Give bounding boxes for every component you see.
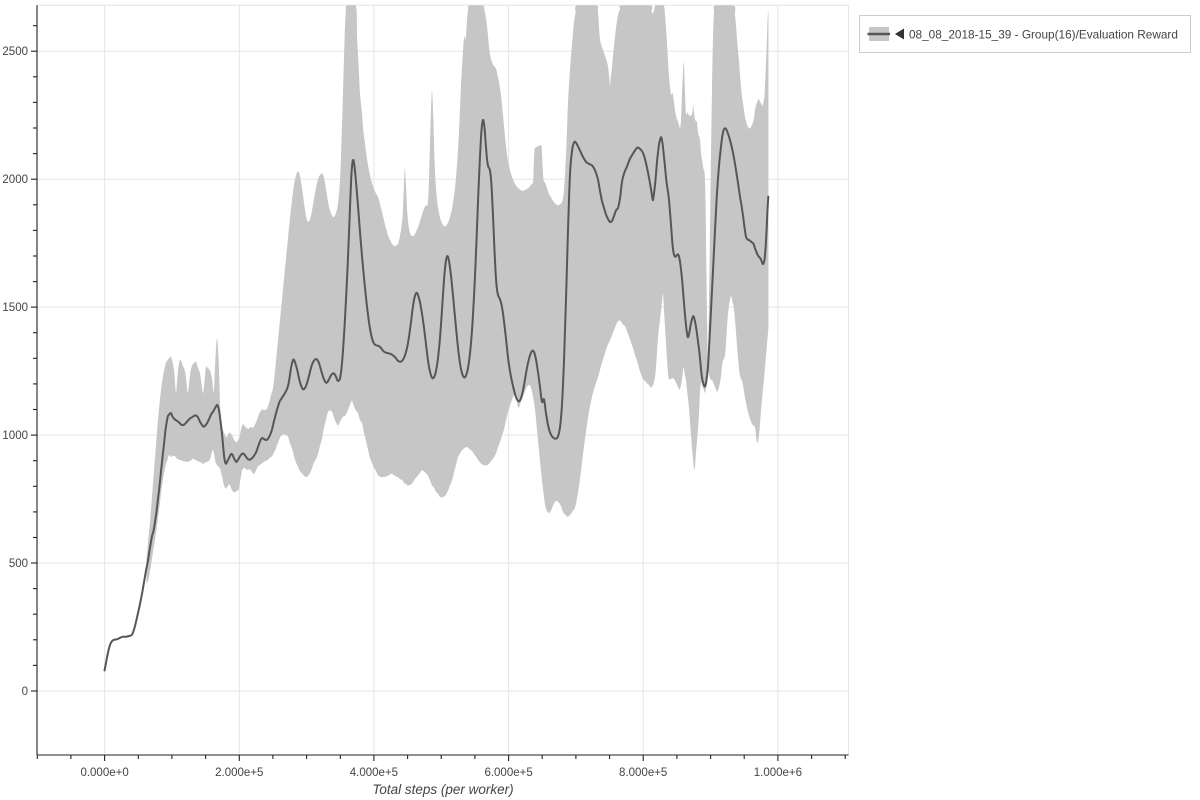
svg-text:6.000e+5: 6.000e+5 bbox=[484, 767, 532, 779]
svg-text:0: 0 bbox=[22, 686, 28, 698]
svg-text:2.000e+5: 2.000e+5 bbox=[215, 767, 263, 779]
svg-text:1000: 1000 bbox=[2, 430, 28, 442]
svg-text:Total steps (per worker): Total steps (per worker) bbox=[372, 782, 513, 797]
svg-text:4.000e+5: 4.000e+5 bbox=[350, 767, 398, 779]
svg-text:0.000e+0: 0.000e+0 bbox=[80, 767, 128, 779]
svg-text:08_08_2018-15_39 - Group(16)/E: 08_08_2018-15_39 - Group(16)/Evaluation … bbox=[909, 28, 1178, 42]
svg-text:1500: 1500 bbox=[2, 302, 28, 314]
svg-text:8.000e+5: 8.000e+5 bbox=[619, 767, 667, 779]
svg-text:2500: 2500 bbox=[2, 46, 28, 58]
svg-text:2000: 2000 bbox=[2, 174, 28, 186]
svg-text:1.000e+6: 1.000e+6 bbox=[754, 767, 802, 779]
svg-text:500: 500 bbox=[9, 558, 28, 570]
